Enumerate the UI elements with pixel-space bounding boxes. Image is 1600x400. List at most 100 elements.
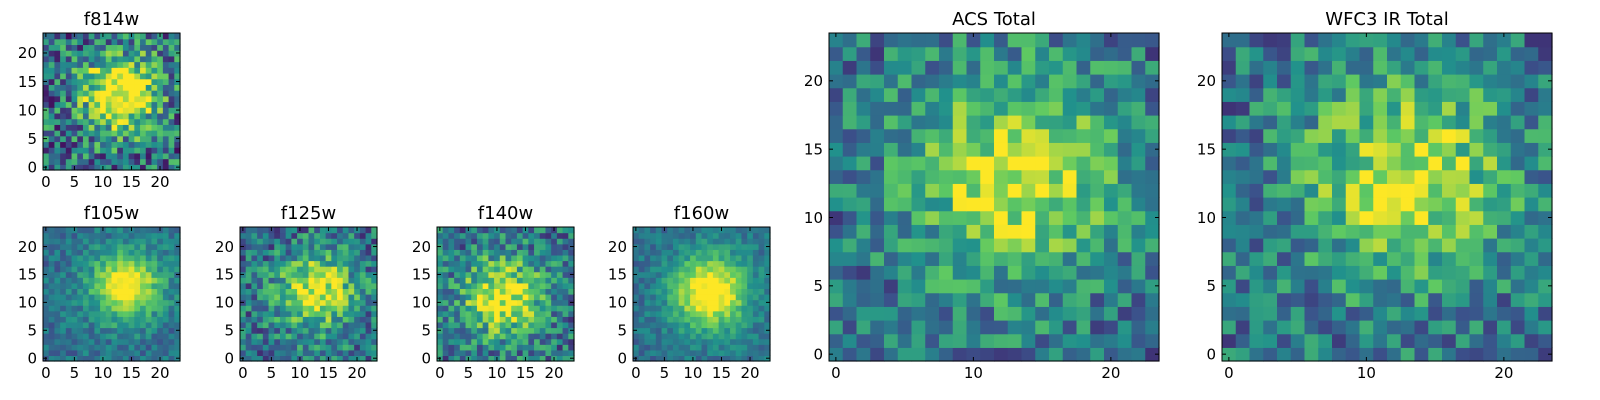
heatmap-cell <box>644 266 651 273</box>
heatmap-cell <box>60 67 67 74</box>
heatmap-cell <box>105 333 113 340</box>
heatmap-cell <box>134 321 141 329</box>
heatmap-cell <box>308 327 315 334</box>
heatmap-cell <box>1021 87 1036 102</box>
heatmap-cell <box>1145 224 1160 239</box>
heatmap-cell <box>1469 142 1484 157</box>
heatmap-cell <box>459 299 467 306</box>
heatmap-cell <box>174 249 181 256</box>
heatmap-cell <box>274 316 281 323</box>
heatmap-cell <box>448 344 455 351</box>
heatmap-cell <box>471 266 478 273</box>
heatmap-cell <box>829 292 844 307</box>
heatmap-cell <box>71 238 78 245</box>
heatmap-cell <box>494 271 501 278</box>
heatmap-cell <box>1290 347 1306 362</box>
heatmap-cell <box>534 333 541 340</box>
heatmap-cell <box>54 349 61 357</box>
heatmap-cell <box>157 277 164 284</box>
heatmap-cell <box>911 292 926 307</box>
heatmap-cell <box>884 333 899 348</box>
heatmap-cell <box>856 101 871 116</box>
heatmap-cell <box>77 282 84 290</box>
heatmap-cell <box>1249 46 1264 61</box>
heatmap-cell <box>314 299 321 306</box>
heatmap-cell <box>297 271 304 278</box>
heatmap-cell <box>342 338 350 345</box>
heatmap-cell <box>100 78 107 85</box>
heatmap-cell <box>151 282 158 290</box>
heatmap-cell <box>291 282 298 290</box>
heatmap-cell <box>482 338 489 345</box>
heatmap-cell <box>1235 292 1251 307</box>
heatmap-cell <box>730 316 737 323</box>
heatmap-cell <box>1104 279 1119 294</box>
heatmap-cell <box>454 288 461 295</box>
heatmap-cell <box>966 265 981 280</box>
heatmap-cell <box>117 33 124 40</box>
heatmap-cell <box>48 282 56 290</box>
heatmap-cell <box>1414 74 1429 89</box>
heatmap-cell <box>1304 251 1319 266</box>
heatmap-cell <box>471 271 478 278</box>
heatmap-cell <box>240 333 247 340</box>
heatmap-cell <box>297 344 304 351</box>
heatmap-cell <box>1076 333 1091 348</box>
heatmap-cell <box>459 249 467 256</box>
heatmap-cell <box>1387 87 1402 102</box>
heatmap-cell <box>556 227 564 234</box>
heatmap-cell <box>1538 306 1553 321</box>
heatmap-cell <box>516 316 524 323</box>
heatmap-cell <box>151 95 158 103</box>
heatmap-cell <box>454 277 461 284</box>
heatmap-cell <box>442 288 450 295</box>
heatmap-cell <box>534 321 541 329</box>
heatmap-cell <box>117 327 124 334</box>
heatmap-cell <box>1318 197 1333 212</box>
heatmap-cell <box>667 227 674 234</box>
heatmap-cell <box>562 249 569 256</box>
heatmap-cell <box>1235 183 1251 198</box>
heatmap-cell <box>122 33 130 40</box>
heatmap-cell <box>348 277 355 284</box>
heatmap-cell <box>1076 238 1091 253</box>
heatmap-cell <box>279 227 287 234</box>
heatmap-cell <box>65 55 73 63</box>
heatmap-cell <box>1510 74 1526 89</box>
heatmap-cell <box>1249 292 1264 307</box>
heatmap-cell <box>980 265 995 280</box>
heatmap-cell <box>54 294 61 301</box>
heatmap-cell <box>105 90 113 97</box>
heatmap-cell <box>268 243 275 250</box>
heatmap-cell <box>718 238 725 245</box>
heatmap-cell <box>1442 46 1457 61</box>
heatmap-cell <box>925 169 940 184</box>
heatmap-cell <box>884 87 899 102</box>
axes-frame <box>436 226 575 362</box>
heatmap-cell <box>1007 320 1023 335</box>
heatmap-cell <box>1049 87 1064 102</box>
heatmap-cell <box>1387 210 1402 225</box>
heatmap-cell <box>94 61 101 68</box>
heatmap-cell <box>94 316 101 323</box>
heatmap-cell <box>43 344 50 351</box>
heatmap-cell <box>695 316 703 323</box>
heatmap-cell <box>88 238 95 245</box>
heatmap-cell <box>140 266 147 273</box>
heatmap-cell <box>638 288 646 295</box>
heatmap-cell <box>145 90 153 97</box>
heatmap-cell <box>291 294 298 301</box>
heatmap-cell <box>764 238 771 245</box>
heatmap-cell <box>758 294 765 301</box>
heatmap-cell <box>359 238 367 245</box>
heatmap-cell <box>54 55 61 63</box>
heatmap-cell <box>151 333 158 340</box>
heatmap-cell <box>459 254 467 262</box>
heatmap-cell <box>758 254 765 262</box>
heatmap-cell <box>1235 265 1251 280</box>
heatmap-cell <box>684 294 691 301</box>
heatmap-cell <box>488 277 495 284</box>
heatmap-cell <box>77 227 84 234</box>
heatmap-cell <box>308 355 315 362</box>
heatmap-cell <box>1062 74 1078 89</box>
